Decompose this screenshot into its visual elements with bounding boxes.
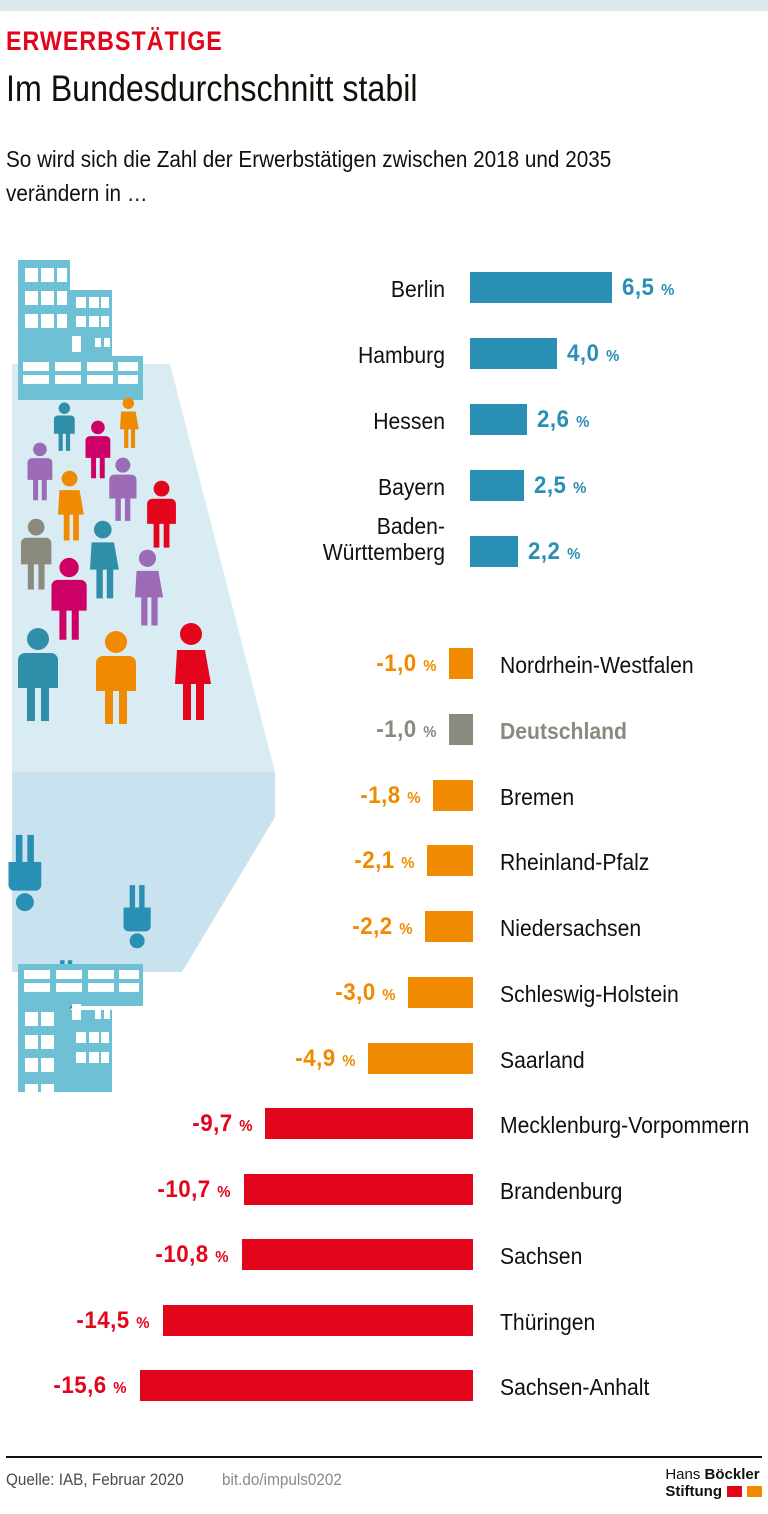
bar-label-brandenburg: Brandenburg <box>500 1178 623 1204</box>
bar-label-berlin: Berlin <box>390 276 445 302</box>
source-note: Quelle: IAB, Februar 2020 <box>6 1470 184 1489</box>
bar-label-saarland: Saarland <box>500 1047 585 1073</box>
logo-square-red-icon <box>727 1486 742 1497</box>
bar-value-sachsen-anhalt: -15,6 % <box>53 1372 127 1399</box>
bar-label-hamburg: Hamburg <box>357 342 445 368</box>
bar-label-sachsen: Sachsen <box>500 1243 583 1269</box>
bar-hamburg <box>470 338 557 369</box>
funnel-lower-shape <box>12 772 275 972</box>
bar-label-bremen: Bremen <box>500 784 575 810</box>
logo-text-stiftung: Stiftung <box>665 1483 722 1500</box>
subheadline: So wird sich die Zahl der Erwerbstätigen… <box>6 146 612 206</box>
shortlink[interactable]: bit.do/impuls0202 <box>222 1470 342 1489</box>
bar-value-bremen: -1,8 % <box>360 782 421 809</box>
bar-label-hessen: Hessen <box>373 408 445 434</box>
logo-text-boeckler: Böckler <box>704 1466 760 1483</box>
bar-rheinland-pfalz <box>427 845 473 876</box>
bar-label-nordrhein-westfalen: Nordrhein-Westfalen <box>500 652 694 678</box>
bar-value-brandenburg: -10,7 % <box>157 1176 231 1203</box>
bar-value-rheinland-pfalz: -2,1 % <box>354 847 415 874</box>
bar-label-deutschland: Deutschland <box>500 718 627 744</box>
bar-value-mecklenburg-vorpommern: -9,7 % <box>192 1110 253 1137</box>
bar-value-sachsen: -10,8 % <box>155 1241 229 1268</box>
bar-value-schleswig-holstein: -3,0 % <box>335 979 396 1006</box>
bar-thueringen <box>163 1305 473 1336</box>
bar-value-berlin: 6,5 % <box>622 274 675 301</box>
bar-label-baden-wuerttemberg: Baden- Württemberg <box>322 513 445 565</box>
bar-berlin <box>470 272 612 303</box>
top-accent-band <box>0 0 768 11</box>
bar-label-sachsen-anhalt: Sachsen-Anhalt <box>500 1374 650 1400</box>
bar-label-schleswig-holstein: Schleswig-Holstein <box>500 981 679 1007</box>
bar-bremen <box>433 780 473 811</box>
bar-label-niedersachsen: Niedersachsen <box>500 915 642 941</box>
page-title: Im Bundesdurchschnitt stabil <box>6 68 418 109</box>
bar-deutschland <box>449 714 473 745</box>
funnel-illustration <box>0 252 300 1132</box>
bar-value-hessen: 2,6 % <box>537 406 590 433</box>
bar-label-mecklenburg-vorpommern: Mecklenburg-Vorpommern <box>500 1112 750 1138</box>
hans-boeckler-stiftung-logo: Hans Böckler Stiftung <box>665 1466 762 1500</box>
bar-value-niedersachsen: -2,2 % <box>352 913 413 940</box>
funnel-upper-shape <box>12 364 275 772</box>
bar-schleswig-holstein <box>408 977 473 1008</box>
bar-nordrhein-westfalen <box>449 648 473 679</box>
bar-label-rheinland-pfalz: Rheinland-Pfalz <box>500 849 650 875</box>
bar-value-bayern: 2,5 % <box>534 472 587 499</box>
bar-value-thueringen: -14,5 % <box>76 1307 150 1334</box>
bar-mecklenburg-vorpommern <box>265 1108 473 1139</box>
bar-value-nordrhein-westfalen: -1,0 % <box>376 650 437 677</box>
bar-value-saarland: -4,9 % <box>295 1045 356 1072</box>
people-group-upright <box>18 397 211 724</box>
bar-niedersachsen <box>425 911 473 942</box>
bar-baden-wuerttemberg <box>470 536 518 567</box>
kicker-label: ERWERBSTÄTIGE <box>6 26 223 56</box>
bar-value-hamburg: 4,0 % <box>567 340 620 367</box>
bar-label-bayern: Bayern <box>377 474 445 500</box>
bar-label-thueringen: Thüringen <box>500 1309 596 1335</box>
logo-square-orange-icon <box>747 1486 762 1497</box>
bar-hessen <box>470 404 527 435</box>
logo-text-hans: Hans <box>665 1466 705 1483</box>
bar-brandenburg <box>244 1174 473 1205</box>
bar-value-deutschland: -1,0 % <box>376 716 437 743</box>
bar-bayern <box>470 470 524 501</box>
bar-saarland <box>368 1043 473 1074</box>
building-top <box>18 260 143 400</box>
bar-sachsen-anhalt <box>140 1370 473 1401</box>
bar-value-baden-wuerttemberg: 2,2 % <box>528 538 581 565</box>
bar-sachsen <box>242 1239 473 1270</box>
footer-divider <box>6 1456 762 1458</box>
